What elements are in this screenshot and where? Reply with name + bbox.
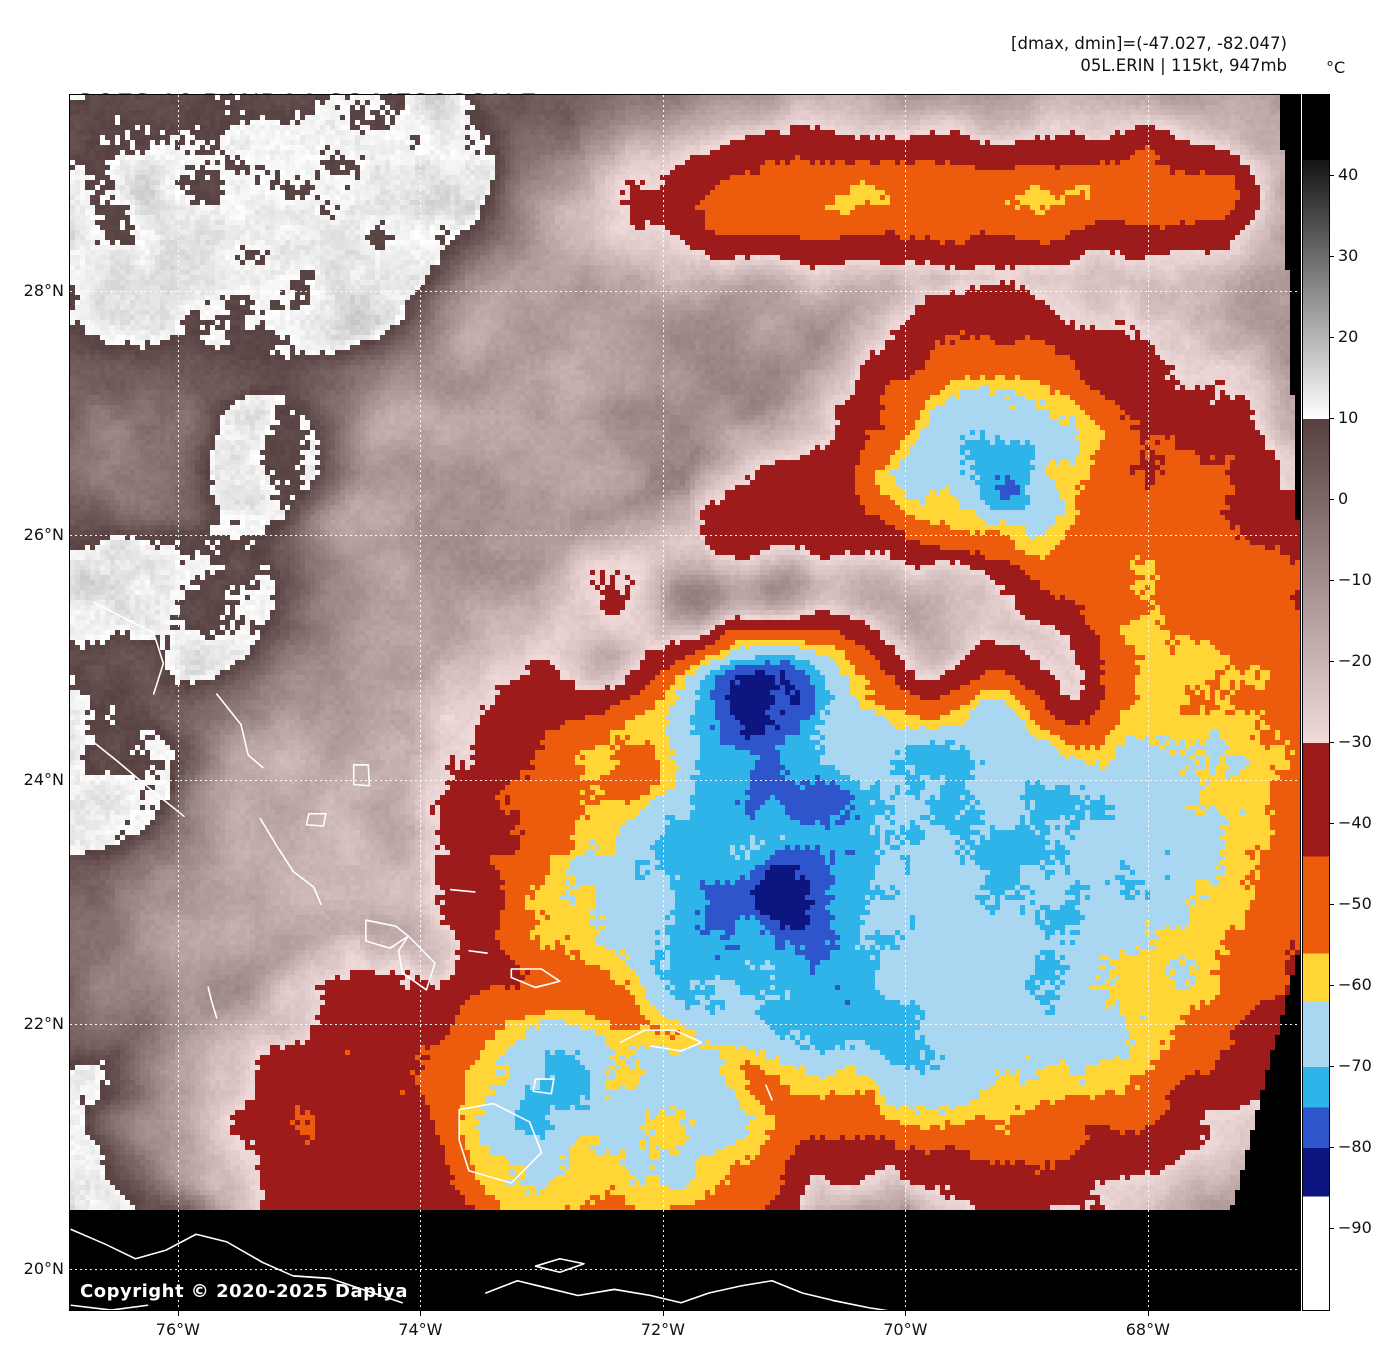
colorbar-tick-label: −10 (1338, 570, 1372, 589)
colorbar-tick-mark (1329, 418, 1334, 419)
lon-tick-mark (1147, 1311, 1149, 1316)
lon-label: 72°W (640, 1320, 685, 1339)
colorbar-tick-mark (1329, 1228, 1334, 1229)
colorbar-tick-mark (1329, 985, 1334, 986)
lon-tick-mark (420, 1311, 422, 1316)
lon-tick-mark (662, 1311, 664, 1316)
lon-label: 76°W (155, 1320, 200, 1339)
colorbar-tick-mark (1329, 823, 1334, 824)
colorbar-gradient (1303, 95, 1329, 1310)
colorbar-tick-label: −50 (1338, 894, 1372, 913)
colorbar-tick-label: −20 (1338, 651, 1372, 670)
colorbar-unit-label: °C (1326, 58, 1346, 77)
lon-label: 70°W (883, 1320, 928, 1339)
lat-label: 22°N (23, 1014, 64, 1034)
colorbar-tick-mark (1329, 661, 1334, 662)
colorbar-tick-mark (1329, 256, 1334, 257)
colorbar-tick-label: 0 (1338, 489, 1349, 508)
lon-label: 74°W (398, 1320, 443, 1339)
lat-label: 26°N (23, 525, 64, 545)
lat-label: 20°N (23, 1258, 64, 1278)
colorbar-tick-mark (1329, 499, 1334, 500)
copyright-watermark: Copyright © 2020-2025 Dapiya (80, 1281, 409, 1302)
colorbar-tick-mark (1329, 904, 1334, 905)
colorbar (1302, 94, 1330, 1311)
lon-tick-mark (905, 1311, 907, 1316)
storm-readout: 05L.ERIN | 115kt, 947mb (1080, 56, 1287, 75)
colorbar-tick-label: −90 (1338, 1218, 1372, 1237)
colorbar-tick-label: 20 (1338, 327, 1359, 346)
colorbar-tick-mark (1329, 337, 1334, 338)
dmax-dmin-readout: [dmax, dmin]=(-47.027, -82.047) (1011, 34, 1287, 53)
info-block: [dmax, dmin]=(-47.027, -82.047) 05L.ERIN… (1011, 33, 1287, 77)
colorbar-tick-label: 30 (1338, 246, 1359, 265)
satellite-imagery-canvas (70, 95, 1300, 1310)
lon-label: 68°W (1125, 1320, 1170, 1339)
colorbar-tick-label: −80 (1338, 1137, 1372, 1156)
satellite-map: Copyright © 2020-2025 Dapiya (69, 94, 1301, 1311)
colorbar-tick-label: −30 (1338, 732, 1372, 751)
lat-label: 24°N (23, 769, 64, 789)
colorbar-tick-mark (1329, 1066, 1334, 1067)
colorbar-tick-mark (1329, 175, 1334, 176)
colorbar-tick-mark (1329, 1147, 1334, 1148)
colorbar-tick-label: 40 (1338, 165, 1359, 184)
colorbar-tick-mark (1329, 580, 1334, 581)
lat-label: 28°N (23, 280, 64, 300)
colorbar-tick-label: −40 (1338, 813, 1372, 832)
colorbar-tick-label: −60 (1338, 975, 1372, 994)
colorbar-tick-label: −70 (1338, 1056, 1372, 1075)
colorbar-tick-label: 10 (1338, 408, 1359, 427)
colorbar-tick-mark (1329, 742, 1334, 743)
lon-tick-mark (177, 1311, 179, 1316)
